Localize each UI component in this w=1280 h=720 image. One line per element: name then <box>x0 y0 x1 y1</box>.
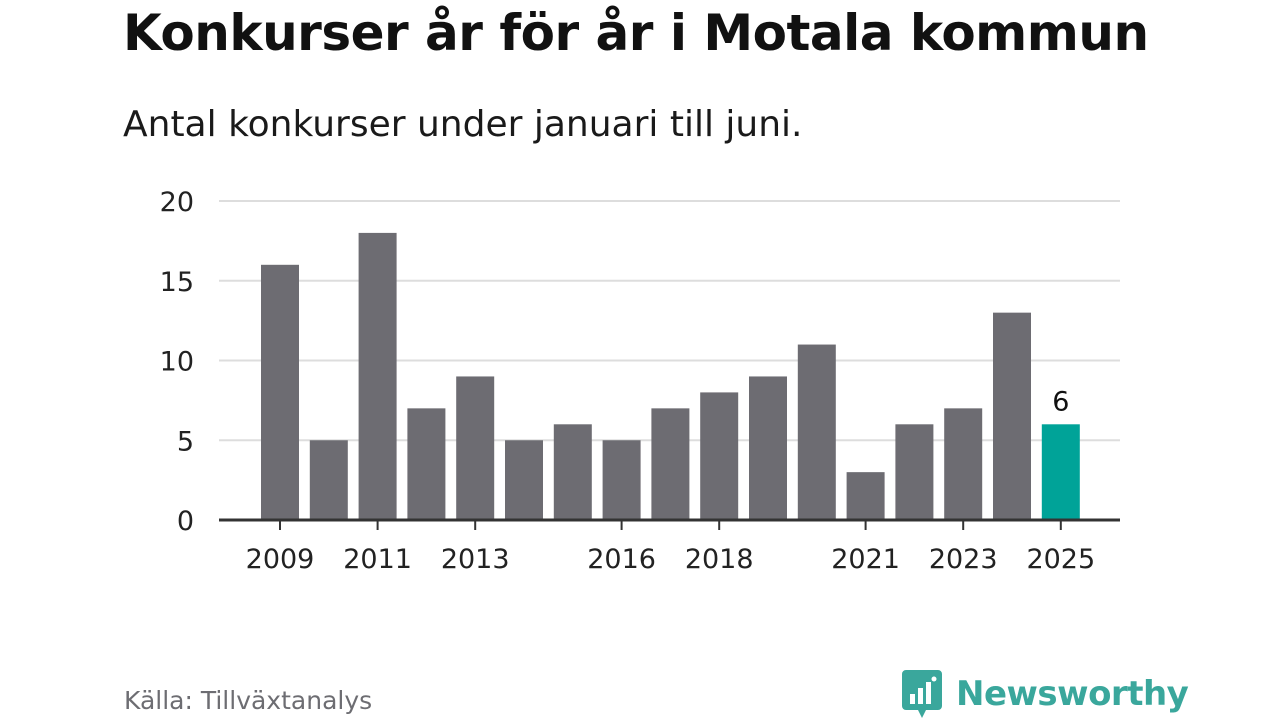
newsworthy-brand: Newsworthy <box>902 670 1189 718</box>
x-tick-label: 2021 <box>831 544 900 575</box>
bar <box>456 376 495 520</box>
x-tick-label: 2013 <box>441 544 510 575</box>
x-tick-label: 2023 <box>929 544 998 575</box>
bar <box>505 440 543 520</box>
chart-title: Konkurser år för år i Motala kommun <box>123 4 1149 62</box>
bar <box>651 408 690 520</box>
bar <box>700 392 739 520</box>
bar <box>261 264 299 520</box>
bar <box>944 408 983 520</box>
brand-name: Newsworthy <box>956 674 1189 714</box>
bar <box>309 440 348 520</box>
x-tick-label: 2025 <box>1026 544 1095 575</box>
bar <box>358 232 397 520</box>
newsworthy-logo-icon <box>902 670 942 718</box>
bar <box>602 440 641 520</box>
bar <box>553 424 592 520</box>
bar <box>749 376 787 520</box>
bar <box>846 472 885 520</box>
bar <box>895 424 934 520</box>
bar <box>407 408 446 520</box>
x-tick-label: 2009 <box>246 544 315 575</box>
bar <box>993 312 1031 520</box>
x-tick-label: 2018 <box>685 544 754 575</box>
y-tick-label: 10 <box>160 347 194 378</box>
y-tick-label: 0 <box>177 506 194 537</box>
chart-subtitle: Antal konkurser under januari till juni. <box>123 104 803 145</box>
bar <box>1041 424 1080 520</box>
y-tick-label: 15 <box>160 267 194 298</box>
bar <box>797 344 836 520</box>
x-tick-label: 2016 <box>587 544 656 575</box>
x-tick-label: 2011 <box>343 544 412 575</box>
y-tick-label: 5 <box>177 426 194 457</box>
y-tick-label: 20 <box>160 187 194 218</box>
data-label: 6 <box>1052 386 1069 417</box>
source-note: Källa: Tillväxtanalys <box>124 686 373 715</box>
